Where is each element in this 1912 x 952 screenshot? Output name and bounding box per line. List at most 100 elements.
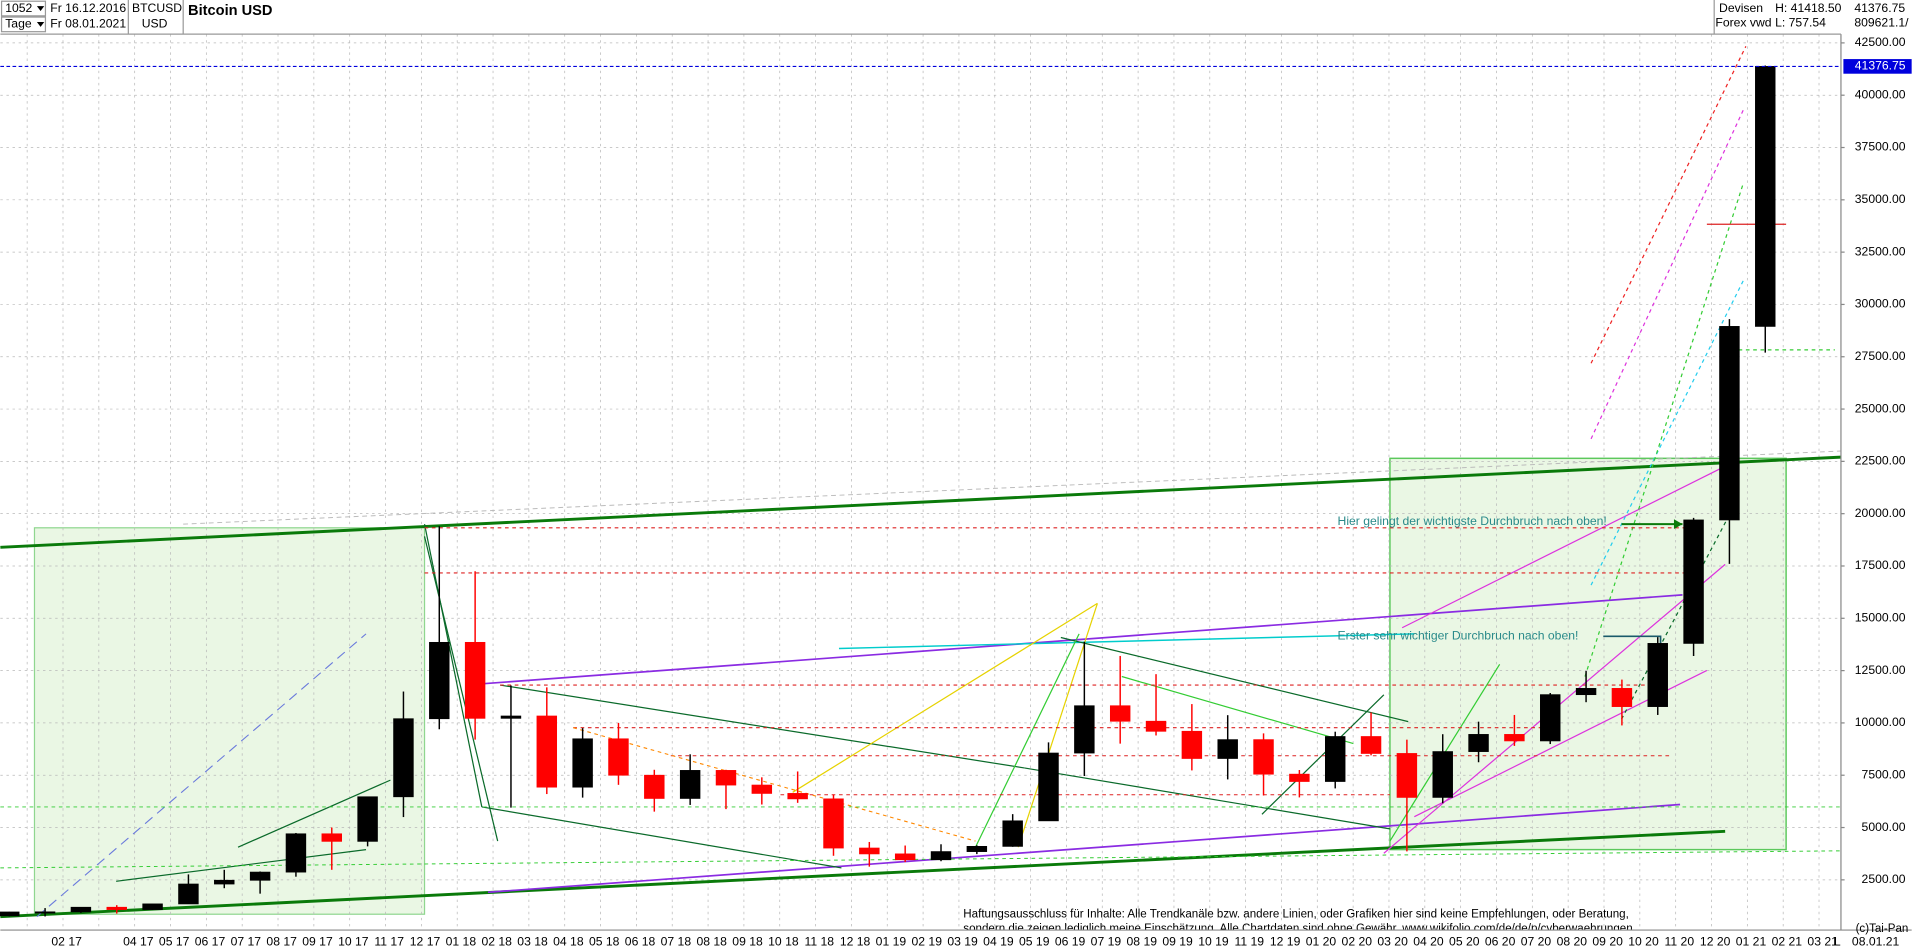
market: Devisen [1719, 1, 1763, 15]
x-tick-label: 08 17 [266, 934, 297, 948]
x-tick-label: 02 21 [1772, 934, 1803, 948]
x-tick-label: 01 20 [1306, 934, 1337, 948]
x-tick-label: 07 17 [231, 934, 262, 948]
candle-body [1002, 820, 1023, 847]
x-tick-label: 11 19 [1234, 934, 1264, 948]
x-tick-label: 11 18 [804, 934, 834, 948]
x-tick-label: 06 18 [625, 934, 656, 948]
candle-body [429, 641, 450, 720]
candle-body [1575, 688, 1597, 696]
candle-body [1540, 694, 1561, 742]
x-tick-label: 04 19 [983, 934, 1014, 948]
bar-count[interactable]: 1052 [5, 1, 32, 15]
last-price-box [1843, 59, 1912, 74]
x-tick-label: 10 19 [1198, 934, 1229, 948]
control[interactable] [0, 16, 47, 33]
x-tick-label: 06 20 [1485, 934, 1516, 948]
x-tick-label: 09 17 [302, 934, 333, 948]
candle-body [1432, 751, 1453, 798]
x-tick-label: 04 17 [123, 934, 154, 948]
source: Forex vwd [1715, 15, 1771, 29]
candle-body [930, 851, 952, 861]
y-tick-label: 2500.00 [1862, 872, 1906, 886]
trendline [1590, 46, 1747, 364]
x-tick-label: 05 17 [159, 934, 190, 948]
y-tick-label: 37500.00 [1855, 140, 1906, 154]
trendline [1621, 499, 1738, 720]
x-tick-label: 09 19 [1162, 934, 1193, 948]
candle-body [1324, 736, 1346, 782]
candles [0, 65, 1841, 917]
candle-body [1647, 643, 1668, 707]
control[interactable] [0, 0, 47, 17]
dropdown-arrow [36, 6, 45, 27]
candle-body [106, 906, 127, 910]
x-tick-label: 01 21 [1736, 934, 1767, 948]
low: L: 757.54 [1775, 15, 1826, 29]
trendline [500, 684, 1025, 769]
candle-body [1396, 753, 1418, 798]
trendline [1590, 109, 1744, 440]
candle-body [715, 770, 737, 786]
candle-body [679, 770, 701, 799]
x-tick-label: 06 17 [195, 934, 226, 948]
candle-body [214, 879, 235, 885]
last-date: 08.01.21 [1852, 934, 1900, 948]
trendline [1401, 462, 1732, 629]
candle-body [608, 738, 629, 776]
trendline [183, 450, 1841, 525]
candle-body [1181, 730, 1203, 759]
x-tick-label: 03 18 [517, 934, 548, 948]
candle-body [249, 871, 271, 881]
trendline [1590, 280, 1744, 586]
candle-body [1109, 705, 1131, 722]
x-tick-label: 07 19 [1091, 934, 1122, 948]
y-tick-label: 15000.00 [1855, 611, 1906, 625]
copyright: (c)Tai-Pan [1856, 923, 1909, 935]
arrow-head [1673, 519, 1683, 530]
price-axis [1840, 34, 1912, 931]
candle-body [142, 903, 163, 910]
grid [0, 34, 1841, 931]
candle-body [1755, 66, 1776, 327]
x-tick-label: 05 19 [1019, 934, 1050, 948]
volume: 809621.1/ [1854, 15, 1909, 29]
x-tick-label: 02 20 [1342, 934, 1373, 948]
candle-body [572, 738, 593, 788]
candle-body [966, 845, 988, 852]
candle-body [34, 911, 56, 914]
trendline [481, 806, 842, 869]
trendline [423, 524, 483, 808]
y-tick-label: 20000.00 [1855, 506, 1906, 520]
y-tick-label: 5000.00 [1862, 820, 1906, 834]
y-tick-label: 30000.00 [1855, 297, 1906, 311]
x-tick-label: 09 20 [1592, 934, 1623, 948]
x-tick-label: 06 19 [1055, 934, 1086, 948]
x-tick-label: 10 20 [1628, 934, 1659, 948]
symbol: BTCUSD [132, 1, 182, 15]
candle-body [1038, 752, 1059, 822]
x-tick-label: 11 20 [1665, 934, 1695, 948]
x-tick-label: 04 18 [553, 934, 584, 948]
last-price: 41376.75 [1854, 1, 1905, 15]
x-tick-label: 07 20 [1521, 934, 1552, 948]
candle-body [178, 883, 199, 905]
y-tick-label: 40000.00 [1855, 87, 1906, 101]
candle-body [393, 718, 414, 798]
x-tick-label: 02 17 [51, 934, 82, 948]
candle-body [644, 774, 665, 799]
y-tick-label: 42500.00 [1855, 35, 1906, 49]
y-tick-label: 10000.00 [1855, 715, 1906, 729]
trendline [237, 779, 391, 848]
disclaimer: Haftungsausschluss für Inhalte: Alle Tre… [963, 908, 1629, 920]
x-tick-label: 05 20 [1449, 934, 1480, 948]
candle-body [536, 715, 558, 788]
period[interactable]: Tage [5, 17, 32, 31]
x-tick-label: 02 18 [481, 934, 512, 948]
annotation: Erster sehr wichtiger Durchbruch nach ob… [1338, 629, 1579, 643]
candle-body [500, 715, 522, 719]
candle-body [751, 784, 773, 794]
trendline [1024, 767, 1391, 830]
x-tick-label: 11 17 [374, 934, 404, 948]
